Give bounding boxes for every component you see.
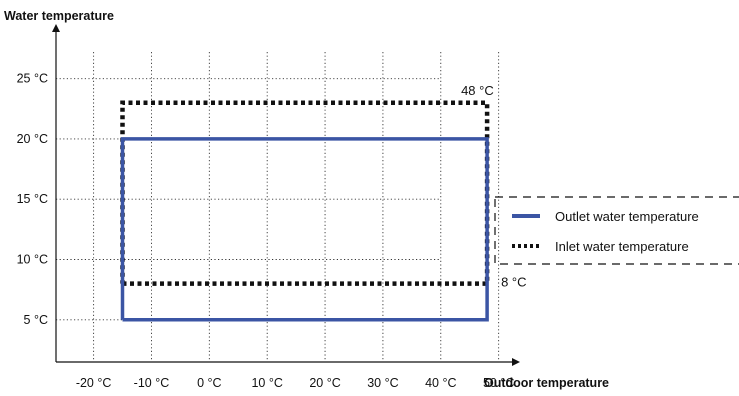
inlet-water-series [120,100,490,286]
x-tick-label: 40 °C [425,376,456,390]
x-tick-label: 30 °C [367,376,398,390]
x-tick-label: 20 °C [309,376,340,390]
y-tick-labels: 5 °C 10 °C 15 °C 20 °C 25 °C [17,72,48,327]
x-tick-label: 0 °C [197,376,221,390]
outlet-water-series [120,137,489,322]
legend-box [494,196,739,265]
series [120,100,490,322]
annotations: 48 °C 8 °C [461,83,526,290]
x-tick-label: 10 °C [251,376,282,390]
legend-label-outlet: Outlet water temperature [555,209,699,224]
x-tick-label: 50 °C [483,376,514,390]
x-axis-title: Outdoor temperature [484,376,609,390]
y-tick-label: 25 °C [17,72,48,86]
legend-label-inlet: Inlet water temperature [555,239,689,254]
annotation-48c: 48 °C [461,83,494,98]
legend: Outlet water temperature Inlet water tem… [494,196,739,265]
y-axis-title: Water temperature [4,9,114,23]
y-tick-label: 5 °C [24,313,48,327]
y-tick-label: 10 °C [17,253,48,267]
y-tick-label: 15 °C [17,192,48,206]
x-tick-label: -20 °C [76,376,112,390]
y-tick-label: 20 °C [17,132,48,146]
annotation-8c: 8 °C [501,275,526,290]
x-tick-labels: -20 °C -10 °C 0 °C 10 °C 20 °C 30 °C 40 °C 50 °… [76,376,515,390]
x-tick-label: -10 °C [134,376,170,390]
